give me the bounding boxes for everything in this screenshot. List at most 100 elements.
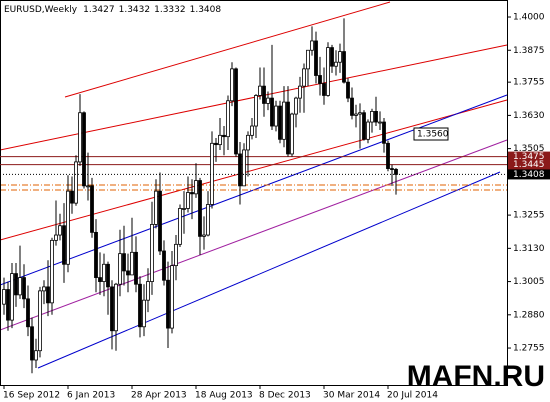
candle-body xyxy=(290,113,294,155)
candle-body xyxy=(390,168,394,170)
candle-body xyxy=(26,298,30,328)
candle-body xyxy=(322,83,326,96)
candle-body xyxy=(170,265,174,329)
candle-body xyxy=(50,239,54,304)
candle-body xyxy=(126,270,130,276)
channel-line xyxy=(37,171,501,369)
candle-body xyxy=(218,134,222,146)
candle-body xyxy=(82,112,86,187)
candle-body xyxy=(206,204,210,236)
candle-body xyxy=(194,180,198,195)
candle-body xyxy=(166,279,170,329)
y-tick-label: 1.3505 xyxy=(513,144,545,154)
candle-body xyxy=(178,208,182,245)
candle-body xyxy=(10,273,14,321)
candle-body xyxy=(366,121,370,140)
candle-body xyxy=(198,180,202,237)
candle-body xyxy=(242,149,246,187)
candle-body xyxy=(158,190,162,252)
candle-body xyxy=(262,85,266,104)
candle-body xyxy=(270,97,274,127)
x-tick-label: 20 Jul 2014 xyxy=(387,391,438,401)
candle-body xyxy=(62,225,66,265)
x-tick-label: 28 Apr 2013 xyxy=(131,391,187,401)
channel-line xyxy=(64,1,391,98)
y-tick-label: 1.3130 xyxy=(513,244,545,254)
candle-body xyxy=(230,68,234,102)
candle-body xyxy=(2,289,6,305)
price-label: 1.3408 xyxy=(513,170,545,180)
chart-title: EURUSD,Weekly xyxy=(4,5,78,15)
close-value: 1.3408 xyxy=(190,5,222,15)
channel-line xyxy=(0,99,508,241)
candle-body xyxy=(86,185,90,188)
annotation-label: 1.3560 xyxy=(417,130,449,140)
candle-body xyxy=(94,231,98,278)
chart-header: EURUSD,Weekly 1.3427 1.3432 1.3332 1.3408 xyxy=(4,5,221,15)
candle-body xyxy=(30,326,34,361)
candle-body xyxy=(334,61,338,67)
candle-body xyxy=(66,190,70,265)
candle-body xyxy=(54,234,58,241)
candle-body xyxy=(134,251,138,285)
candle-body xyxy=(70,190,74,204)
candle-body xyxy=(90,185,94,233)
candle-body xyxy=(174,243,178,267)
candle-body xyxy=(138,283,142,328)
candle-body xyxy=(150,224,154,282)
candle-body xyxy=(122,253,126,272)
candle-body xyxy=(346,81,350,99)
candle-body xyxy=(118,253,122,285)
candle-body xyxy=(326,47,330,96)
candle-body xyxy=(274,105,278,127)
x-tick-label: 30 Mar 2014 xyxy=(323,391,380,401)
candle-body xyxy=(110,286,114,332)
candle-body xyxy=(102,263,106,282)
candle-body xyxy=(238,153,242,187)
candle-body xyxy=(354,113,358,116)
candle-body xyxy=(254,95,258,127)
candle-body xyxy=(202,234,206,237)
candle-body xyxy=(362,112,366,140)
candle-body xyxy=(386,142,390,169)
candle-body xyxy=(98,277,102,282)
candle-body xyxy=(162,250,166,281)
level-label: 1.3475 xyxy=(513,152,545,162)
candle-body xyxy=(14,273,18,296)
candle-body xyxy=(258,85,262,96)
candle-body xyxy=(146,281,150,301)
low-value: 1.3332 xyxy=(154,5,186,15)
candle-body xyxy=(154,190,158,225)
candle-body xyxy=(6,289,10,321)
candle-body xyxy=(210,142,214,205)
candle-body xyxy=(186,192,190,209)
candle-body xyxy=(106,263,110,288)
candle-body xyxy=(306,49,310,70)
annotation-box xyxy=(413,127,449,141)
candle-body xyxy=(22,277,26,300)
candle-body xyxy=(298,85,302,99)
price-box xyxy=(508,169,550,180)
candle-body xyxy=(374,111,378,123)
y-tick-label: 1.3875 xyxy=(513,46,545,56)
candle-body xyxy=(38,290,42,352)
open-value: 1.3427 xyxy=(83,5,115,15)
candle-body xyxy=(226,100,230,138)
y-tick-label: 1.4000 xyxy=(513,13,545,23)
candle-body xyxy=(58,225,62,236)
level-label: 1.3445 xyxy=(513,160,545,170)
candle-body xyxy=(310,40,314,51)
candle-body xyxy=(358,112,362,115)
y-tick-label: 1.3755 xyxy=(513,78,545,88)
candle-body xyxy=(330,47,334,67)
candle-body xyxy=(222,134,226,138)
candle-body xyxy=(74,161,78,204)
candle-body xyxy=(234,68,238,155)
candle-body xyxy=(182,208,186,210)
y-tick-label: 1.3255 xyxy=(513,211,545,221)
candle-body xyxy=(18,277,22,296)
y-tick-label: 1.2880 xyxy=(513,310,545,320)
candle-body xyxy=(250,125,254,136)
